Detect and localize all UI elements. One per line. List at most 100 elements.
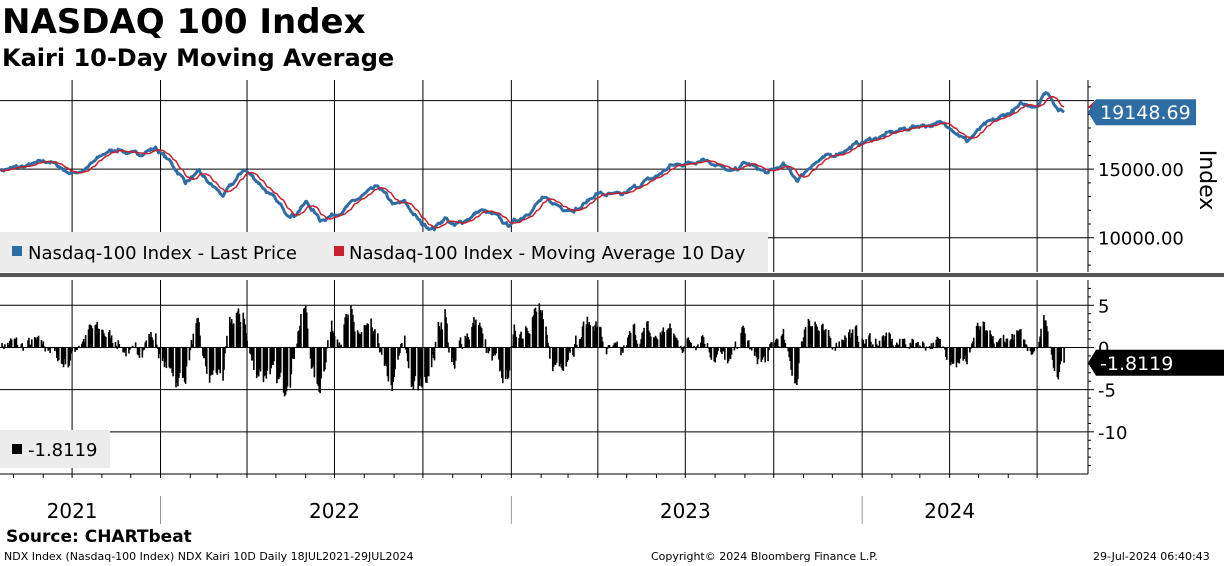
kairi-bar [663, 332, 666, 348]
kairi-bar [1023, 339, 1026, 348]
kairi-bar [269, 347, 271, 375]
kairi-bar [156, 347, 159, 349]
kairi-bar [357, 332, 360, 348]
kairi-bar [754, 347, 757, 352]
kairi-bar [767, 347, 769, 362]
kairi-bar [809, 326, 812, 348]
kairi-bar [844, 335, 846, 348]
kairi-bar [876, 345, 879, 348]
kairi-bar [238, 313, 241, 348]
kairi-bar [42, 341, 45, 348]
kairi-bar [620, 347, 622, 356]
kairi-bar [1059, 347, 1062, 365]
kairi-bar [358, 333, 361, 348]
panel-separator [0, 273, 1224, 277]
kairi-bar [817, 330, 819, 348]
kairi-bar [14, 338, 17, 348]
kairi-bar [775, 338, 778, 348]
kairi-bar [654, 335, 657, 348]
kairi-bar [1006, 338, 1009, 348]
kairi-bar [49, 347, 51, 354]
kairi-bar [377, 333, 379, 348]
kairi-bar [1056, 347, 1059, 378]
kairi-bar [869, 333, 871, 348]
top-panel-series [0, 91, 1065, 232]
kairi-bar [863, 343, 865, 348]
kairi-bar [959, 347, 962, 359]
kairi-bar [897, 344, 899, 348]
kairi-bar [303, 308, 305, 348]
top-y-tick-label: 15000.00 [1098, 160, 1184, 181]
kairi-bar [568, 347, 570, 352]
kairi-bar [735, 347, 738, 348]
kairi-bar [944, 347, 946, 350]
kairi-bar [142, 347, 145, 351]
kairi-bar [888, 332, 890, 348]
x-tick-label: 2021 [47, 499, 98, 523]
kairi-bar [521, 338, 523, 348]
kairi-bar [484, 339, 487, 348]
kairi-bar [492, 347, 494, 357]
kairi-bar [487, 347, 490, 354]
kairi-bar [75, 347, 77, 350]
kairi-bar [265, 347, 268, 379]
kairi-bar [855, 325, 858, 348]
kairi-bar [790, 347, 792, 370]
kairi-bar [912, 339, 914, 348]
kairi-bar [108, 329, 111, 348]
kairi-bar [114, 341, 117, 348]
kairi-bar [124, 347, 126, 352]
kairi-bar [97, 328, 99, 348]
kairi-bar [724, 347, 726, 360]
kairi-bar [1036, 347, 1038, 350]
kairi-bar [4, 344, 6, 348]
kairi-bar [709, 347, 712, 358]
kairi-bar [862, 339, 865, 348]
kairi-bar [373, 330, 375, 348]
kairi-bar [641, 332, 643, 348]
kairi-bar [1019, 329, 1021, 348]
kairi-bar [1016, 330, 1018, 348]
kairi-bar [996, 342, 999, 348]
kairi-bar [594, 325, 596, 348]
kairi-bar [585, 324, 588, 348]
kairi-bar [283, 347, 286, 397]
kairi-bar [203, 347, 205, 359]
kairi-bar [972, 337, 975, 348]
kairi-bar [47, 347, 49, 351]
kairi-bar [48, 347, 50, 350]
chart-subtitle: Kairi 10-Day Moving Average [2, 44, 395, 72]
kairi-bar [761, 347, 764, 360]
kairi-bar [540, 312, 543, 348]
kairi-bar [1060, 347, 1063, 362]
kairi-bar [273, 347, 275, 362]
kairi-bar [791, 347, 793, 376]
kairi-bar [289, 347, 292, 388]
kairi-bar [27, 340, 29, 348]
top-y-tick-label: 10000.00 [1098, 229, 1184, 250]
kairi-bar [615, 343, 618, 348]
kairi-bar [242, 312, 245, 348]
kairi-bar [345, 314, 347, 348]
timestamp: 29-Jul-2024 06:40:43 [1093, 550, 1210, 563]
kairi-bar [545, 326, 547, 348]
kairi-bar [1045, 320, 1047, 348]
last-price-tag [1088, 99, 1196, 126]
kairi-bar [365, 325, 368, 348]
kairi-bar [1044, 320, 1046, 348]
kairi-bar [353, 331, 356, 348]
kairi-bar [555, 347, 558, 363]
kairi-bar [111, 343, 114, 348]
kairi-bar [363, 324, 366, 348]
kairi-bar [364, 325, 367, 348]
kairi-bar [21, 343, 24, 348]
kairi-bar [991, 336, 993, 348]
kairi-bar [290, 347, 293, 375]
kairi-bar [277, 347, 279, 380]
kairi-bar [412, 347, 415, 391]
kairi-bar [316, 347, 319, 384]
kairi-bar [976, 322, 979, 348]
kairi-bar [330, 320, 333, 348]
kairi-bar [992, 336, 994, 348]
kairi-bar [60, 347, 63, 364]
